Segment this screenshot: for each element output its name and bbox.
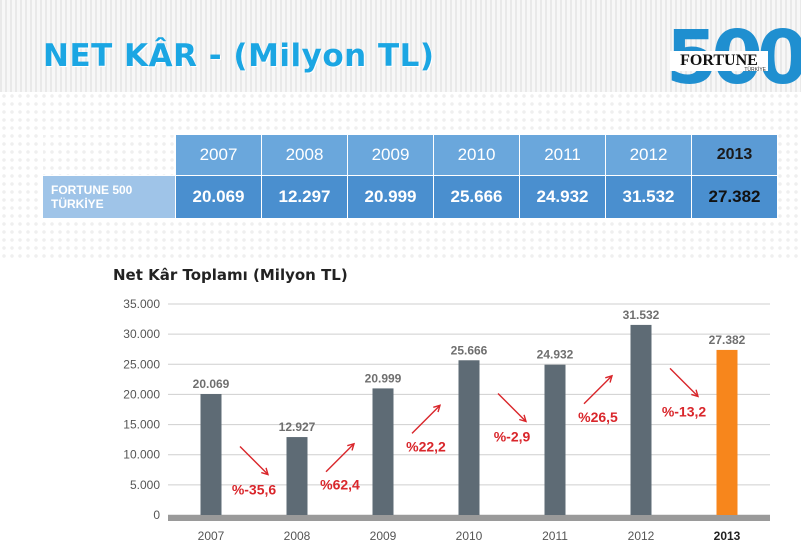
logo-word: FORTUNE xyxy=(670,51,768,71)
x-tick-label: 2008 xyxy=(284,529,311,543)
x-tick-label: 2012 xyxy=(628,529,655,543)
year-header-2008: 2008 xyxy=(261,134,348,176)
y-tick-label: 20.000 xyxy=(123,387,160,401)
change-percent-label: %26,5 xyxy=(578,409,618,425)
y-tick-label: 15.000 xyxy=(123,418,160,432)
value-cell-2009: 20.999 xyxy=(347,175,434,219)
bar xyxy=(286,437,308,515)
change-arrow-line xyxy=(325,443,355,473)
bar-value-label: 24.932 xyxy=(537,348,574,362)
change-percent-label: %-2,9 xyxy=(494,428,531,444)
logo-tag: TÜRKİYE xyxy=(744,67,766,73)
value-cell-2010: 25.666 xyxy=(433,175,520,219)
bar xyxy=(630,324,652,515)
change-arrow-head xyxy=(519,414,528,423)
y-tick-label: 5.000 xyxy=(130,478,160,492)
header-band xyxy=(0,0,801,92)
change-arrow-line xyxy=(669,367,699,397)
change-arrow-line xyxy=(583,375,613,405)
change-arrow-line xyxy=(411,404,441,434)
chart-title: Net Kâr Toplamı (Milyon TL) xyxy=(113,266,348,284)
x-tick-label: 2010 xyxy=(456,529,483,543)
bar-value-label: 25.666 xyxy=(451,343,488,357)
row-label-line1: FORTUNE 500 xyxy=(51,183,133,197)
change-arrow-line xyxy=(497,392,527,422)
y-tick-label: 10.000 xyxy=(123,448,160,462)
change-percent-label: %62,4 xyxy=(320,477,360,493)
change-percent-label: %-35,6 xyxy=(232,482,277,498)
bar-value-label: 20.999 xyxy=(365,371,402,385)
y-tick-label: 35.000 xyxy=(123,297,160,311)
value-cell-2007: 20.069 xyxy=(175,175,262,219)
x-tick-label: 2011 xyxy=(542,529,568,543)
bar-value-label: 31.532 xyxy=(623,308,660,322)
value-cell-2013: 27.382 xyxy=(691,175,778,219)
y-tick-label: 30.000 xyxy=(123,327,160,341)
x-tick-label: 2007 xyxy=(198,529,225,543)
page-title: NET KÂR - (Milyon TL) xyxy=(43,38,435,74)
bar-value-label: 12.927 xyxy=(279,420,316,434)
year-header-2009: 2009 xyxy=(347,134,434,176)
year-header-2013: 2013 xyxy=(691,134,778,176)
year-header-2012: 2012 xyxy=(605,134,692,176)
table-header-row: 2007 2008 2009 2010 2011 2012 2013 xyxy=(42,134,778,176)
year-header-2011: 2011 xyxy=(519,134,606,176)
change-arrow-head xyxy=(261,467,270,476)
bar-value-label: 27.382 xyxy=(709,333,746,347)
bar xyxy=(458,360,480,515)
x-axis-line xyxy=(168,515,770,521)
bar xyxy=(200,394,222,515)
change-percent-label: %-13,2 xyxy=(662,403,707,419)
y-tick-label: 25.000 xyxy=(123,357,160,371)
bar-value-label: 20.069 xyxy=(193,377,230,391)
change-arrow-head xyxy=(605,374,614,383)
change-arrow-head xyxy=(433,404,442,413)
row-label-line2: TÜRKİYE xyxy=(51,197,104,211)
bar xyxy=(544,364,566,515)
change-arrow-head xyxy=(691,389,700,398)
row-label: FORTUNE 500 TÜRKİYE xyxy=(42,175,176,219)
y-tick-label: 0 xyxy=(153,508,160,522)
bar xyxy=(716,349,738,515)
net-profit-table: 2007 2008 2009 2010 2011 2012 2013 FORTU… xyxy=(42,134,778,219)
change-percent-label: %22,2 xyxy=(406,438,446,454)
bar xyxy=(372,388,394,515)
table-row: FORTUNE 500 TÜRKİYE 20.069 12.297 20.999… xyxy=(42,175,778,219)
change-arrow-line xyxy=(239,446,269,476)
value-cell-2008: 12.297 xyxy=(261,175,348,219)
x-tick-label: 2013 xyxy=(714,529,741,543)
change-arrow-head xyxy=(347,442,356,451)
value-cell-2011: 24.932 xyxy=(519,175,606,219)
x-tick-label: 2009 xyxy=(370,529,397,543)
year-header-2007: 2007 xyxy=(175,134,262,176)
